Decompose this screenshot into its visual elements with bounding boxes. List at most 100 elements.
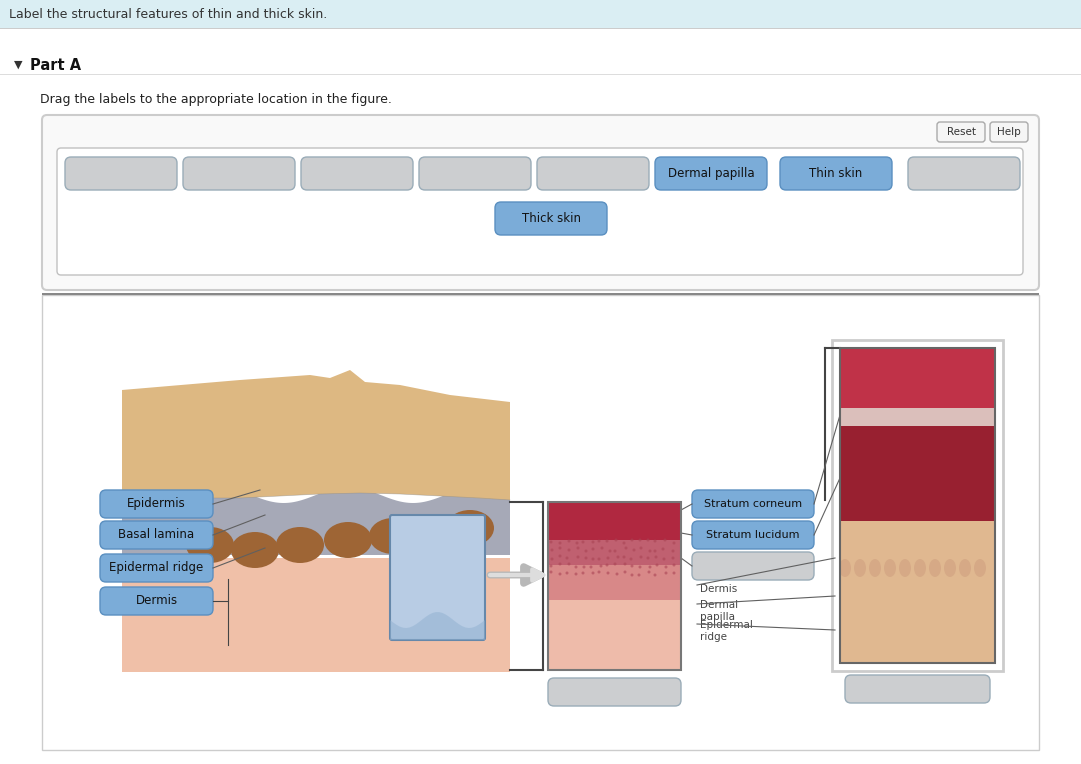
Bar: [0, 28, 1081, 29]
Circle shape: [598, 539, 601, 542]
Ellipse shape: [915, 559, 926, 577]
Circle shape: [558, 542, 561, 545]
Circle shape: [654, 546, 656, 549]
Circle shape: [583, 564, 586, 566]
Ellipse shape: [974, 559, 986, 577]
Text: Dermal
papilla: Dermal papilla: [700, 600, 738, 622]
Circle shape: [606, 555, 610, 558]
Circle shape: [606, 549, 610, 552]
Circle shape: [576, 565, 579, 568]
Bar: [840, 348, 995, 663]
FancyBboxPatch shape: [65, 157, 177, 190]
Ellipse shape: [839, 559, 851, 577]
Text: Reset: Reset: [947, 127, 975, 137]
Circle shape: [566, 548, 570, 551]
Ellipse shape: [929, 559, 940, 577]
Bar: [42, 295, 1039, 750]
Circle shape: [622, 542, 625, 545]
Bar: [548, 502, 681, 540]
FancyBboxPatch shape: [390, 515, 485, 640]
Circle shape: [550, 574, 553, 577]
Bar: [0, 0, 1081, 28]
FancyBboxPatch shape: [692, 521, 814, 549]
FancyBboxPatch shape: [183, 157, 295, 190]
FancyBboxPatch shape: [495, 202, 608, 235]
Circle shape: [574, 542, 576, 545]
Circle shape: [671, 562, 675, 565]
Text: Label the structural features of thin and thick skin.: Label the structural features of thin an…: [9, 8, 328, 21]
Circle shape: [638, 565, 641, 568]
Ellipse shape: [899, 559, 911, 577]
Circle shape: [558, 564, 561, 566]
Bar: [548, 600, 681, 670]
Circle shape: [574, 571, 576, 574]
Circle shape: [561, 556, 563, 559]
Bar: [832, 340, 1003, 671]
Circle shape: [591, 539, 595, 542]
Circle shape: [670, 549, 673, 552]
Circle shape: [592, 574, 596, 577]
Circle shape: [550, 555, 553, 558]
Bar: [840, 521, 995, 663]
Circle shape: [622, 549, 625, 552]
Circle shape: [641, 549, 643, 552]
Ellipse shape: [854, 559, 866, 577]
Circle shape: [615, 548, 618, 551]
Bar: [42, 293, 1039, 294]
Circle shape: [609, 540, 612, 543]
Bar: [840, 408, 995, 426]
Ellipse shape: [369, 518, 417, 554]
Circle shape: [585, 540, 587, 543]
Circle shape: [590, 556, 593, 559]
Circle shape: [582, 558, 585, 561]
Circle shape: [646, 549, 650, 552]
Circle shape: [648, 565, 651, 568]
Circle shape: [630, 542, 633, 545]
Circle shape: [575, 558, 578, 561]
Circle shape: [598, 546, 601, 549]
FancyBboxPatch shape: [780, 157, 892, 190]
Circle shape: [625, 572, 627, 575]
Circle shape: [569, 565, 572, 568]
Circle shape: [550, 565, 553, 568]
Text: Dermal papilla: Dermal papilla: [668, 167, 755, 180]
Text: Drag the labels to the appropriate location in the figure.: Drag the labels to the appropriate locat…: [40, 93, 392, 106]
FancyBboxPatch shape: [548, 678, 681, 706]
Circle shape: [560, 546, 562, 549]
Circle shape: [648, 555, 651, 558]
Circle shape: [565, 555, 569, 558]
Text: Dermis: Dermis: [135, 594, 177, 607]
Circle shape: [631, 574, 635, 577]
Bar: [840, 348, 995, 408]
Circle shape: [631, 555, 635, 558]
Polygon shape: [122, 558, 510, 672]
Circle shape: [664, 571, 667, 575]
Text: Thin skin: Thin skin: [810, 167, 863, 180]
FancyBboxPatch shape: [692, 490, 814, 518]
Bar: [548, 502, 681, 670]
Circle shape: [630, 549, 633, 552]
Circle shape: [639, 558, 641, 561]
Text: Stratum corneum: Stratum corneum: [704, 499, 802, 509]
Circle shape: [614, 562, 616, 565]
Ellipse shape: [446, 510, 494, 546]
Text: Part A: Part A: [30, 57, 81, 73]
FancyBboxPatch shape: [937, 122, 985, 142]
FancyBboxPatch shape: [101, 521, 213, 549]
Circle shape: [649, 574, 652, 577]
Text: Dermis: Dermis: [700, 584, 737, 594]
Circle shape: [669, 540, 672, 543]
Circle shape: [598, 571, 601, 574]
Ellipse shape: [324, 522, 372, 558]
Circle shape: [576, 546, 579, 549]
FancyBboxPatch shape: [101, 587, 213, 615]
Text: Help: Help: [997, 127, 1020, 137]
Ellipse shape: [884, 559, 896, 577]
Text: ▼: ▼: [14, 60, 23, 70]
Circle shape: [589, 548, 592, 551]
Bar: [840, 348, 995, 663]
Text: Basal lamina: Basal lamina: [119, 529, 195, 542]
Bar: [548, 540, 681, 565]
Circle shape: [664, 548, 667, 551]
Ellipse shape: [186, 527, 233, 563]
